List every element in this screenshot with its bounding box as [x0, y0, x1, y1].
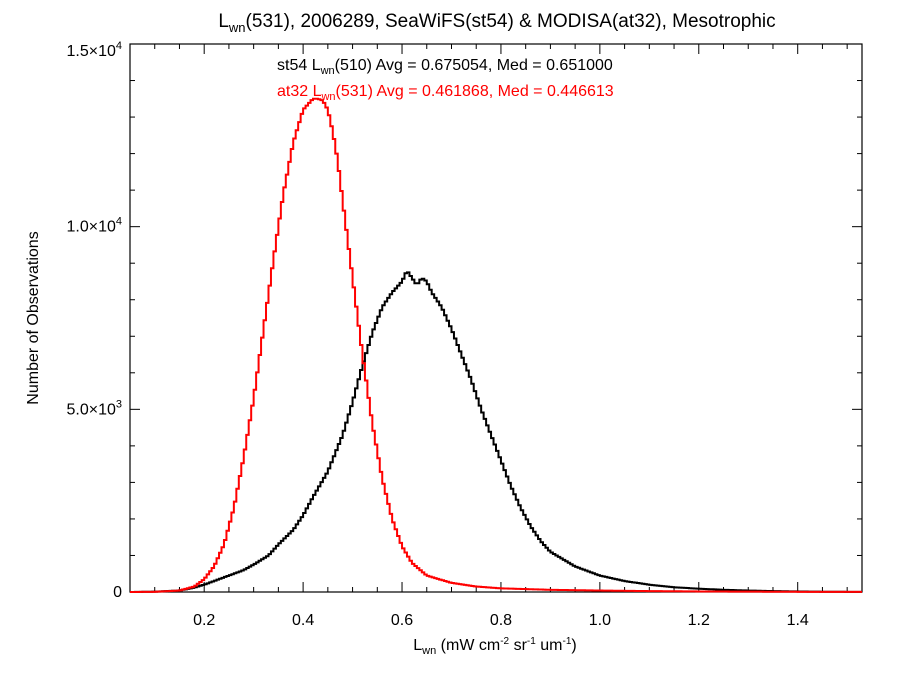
- series-st54-line: [130, 271, 862, 593]
- y-axis-ticks: 0 5.0×103 1.0×104 1.5×104: [66, 40, 862, 601]
- annotation-at32: at32 Lwn(531) Avg = 0.461868, Med = 0.44…: [277, 83, 614, 103]
- plot-frame: [129, 43, 863, 593]
- y-tick-label: 1.5×104: [66, 40, 122, 60]
- chart-title-sub: wn: [228, 20, 246, 35]
- y-axis-label: Number of Observations: [25, 231, 42, 404]
- x-axis-ticks: 0.2 0.4 0.6 0.8 1.0 1.2 1.4: [129, 44, 848, 629]
- annotation-st54: st54 Lwn(510) Avg = 0.675054, Med = 0.65…: [277, 57, 613, 77]
- chart-title-post: (531), 2006289, SeaWiFS(st54) & MODISA(a…: [246, 11, 776, 32]
- x-tick-label: 0.4: [292, 612, 314, 629]
- series-at32-line: [130, 97, 862, 593]
- x-tick-label: 0.8: [490, 612, 512, 629]
- chart-title-pre: L: [218, 11, 229, 32]
- x-tick-label: 1.0: [589, 612, 611, 629]
- y-tick-label: 1.0×104: [66, 216, 122, 236]
- chart-title: Lwn(531), 2006289, SeaWiFS(st54) & MODIS…: [218, 11, 775, 35]
- y-tick-label: 5.0×103: [66, 398, 122, 418]
- series-layer: [130, 97, 862, 593]
- x-tick-label: 0.6: [391, 612, 413, 629]
- x-tick-label: 1.4: [787, 612, 809, 629]
- x-axis-label: Lwn (mW cm-2 sr-1 um-1): [413, 636, 576, 657]
- x-tick-label: 1.2: [688, 612, 710, 629]
- x-tick-label: 0.2: [193, 612, 215, 629]
- y-tick-label: 0: [113, 584, 122, 601]
